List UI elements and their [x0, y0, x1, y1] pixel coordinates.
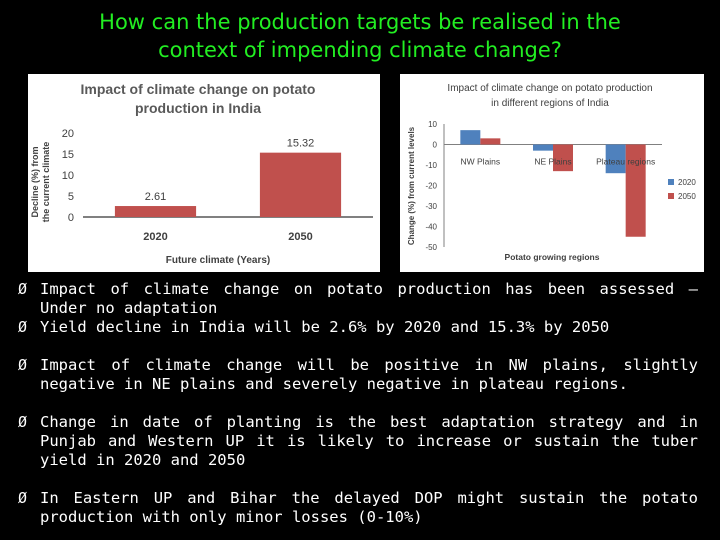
chart2-bar-2020	[460, 130, 481, 145]
bullet-text: Impact of climate change on potato produ…	[40, 280, 698, 317]
chart1-y-tick-label: 15	[62, 149, 74, 161]
chart2-legend-label: 2020	[678, 178, 696, 187]
chart2-x-tick-label: NE Plains	[534, 157, 571, 167]
bullet-arrow-icon: Ø	[18, 280, 28, 298]
bullet-arrow-icon: Ø	[18, 318, 28, 336]
chart1-bar	[114, 206, 197, 217]
chart2-y-tick-label: -40	[425, 223, 437, 232]
bullet-text: Impact of climate change will be positiv…	[40, 356, 698, 393]
chart2-bar-2050	[625, 144, 646, 237]
chart1-xlabel: Future climate (Years)	[166, 255, 270, 266]
chart1-y-tick-label: 20	[62, 128, 74, 140]
bullet-list: Ø Impact of climate change on potato pro…	[18, 280, 698, 527]
chart2-y-tick-label: -30	[425, 202, 437, 211]
chart2-y-tick-label: 10	[428, 120, 437, 129]
national-impact-chart: Impact of climate change on potato produ…	[28, 74, 380, 272]
bullet-item: Ø Change in date of planting is the best…	[18, 413, 698, 470]
chart2-title-line-1: Impact of climate change on potato produ…	[447, 83, 652, 94]
chart2-y-tick-label: -10	[425, 161, 437, 170]
bullet-text: Yield decline in India will be 2.6% by 2…	[40, 318, 610, 336]
chart2-legend-label: 2050	[678, 192, 696, 201]
chart2-x-tick-label: Plateau regions	[596, 157, 655, 167]
bullet-item: Ø In Eastern UP and Bihar the delayed DO…	[18, 489, 698, 527]
bullet-item: Ø Yield decline in India will be 2.6% by…	[18, 318, 698, 337]
chart1-y-tick-label: 5	[68, 191, 74, 203]
chart2-bar-2050	[553, 144, 573, 172]
chart2-bar-2050	[480, 138, 501, 145]
chart2-ylabel: Change (%) from current levels	[407, 126, 416, 245]
chart1-data-label: 15.32	[287, 138, 315, 150]
chart1-x-tick-label: 2050	[288, 231, 312, 243]
chart1-title-line-1: Impact of climate change on potato	[81, 81, 316, 97]
bullet-item: Ø Impact of climate change on potato pro…	[18, 280, 698, 318]
chart2-xlabel: Potato growing regions	[505, 252, 600, 262]
slide-title: How can the production targets be realis…	[0, 8, 720, 64]
regional-impact-chart: Impact of climate change on potato produ…	[400, 74, 704, 272]
chart2-bar-2020	[605, 144, 626, 174]
slide-title-line-1: How can the production targets be realis…	[99, 10, 621, 34]
chart2-legend-swatch	[668, 193, 674, 199]
bullet-item: Ø Impact of climate change will be posit…	[18, 356, 698, 394]
bullet-arrow-icon: Ø	[18, 413, 28, 431]
chart1-data-label: 2.61	[145, 191, 166, 203]
chart2-y-tick-label: -20	[425, 182, 437, 191]
chart1-x-tick-label: 2020	[143, 231, 167, 243]
chart1-bar	[259, 152, 342, 217]
bullet-text: In Eastern UP and Bihar the delayed DOP …	[40, 489, 698, 526]
chart1-y-tick-label: 10	[62, 170, 74, 182]
chart2-bar-2020	[533, 144, 553, 151]
chart2-y-tick-label: -50	[425, 243, 437, 252]
chart1-title-line-2: production in India	[135, 100, 261, 116]
chart1-ylabel-line-1: Decline (%) from	[30, 146, 40, 217]
chart2-legend-swatch	[668, 179, 674, 185]
chart2-y-tick-label: 0	[433, 141, 438, 150]
bullet-text: Change in date of planting is the best a…	[40, 413, 698, 469]
regional-impact-chart-svg: Impact of climate change on potato produ…	[407, 83, 696, 262]
chart2-x-tick-label: NW Plains	[460, 157, 500, 167]
chart1-y-tick-label: 0	[68, 212, 74, 224]
bullet-arrow-icon: Ø	[18, 356, 28, 374]
national-impact-chart-svg: Impact of climate change on potato produ…	[30, 81, 373, 266]
chart2-title-line-2: in different regions of India	[491, 98, 609, 109]
bullet-arrow-icon: Ø	[18, 489, 28, 507]
chart1-ylabel-line-2: the current climate	[41, 142, 51, 223]
slide-title-line-2: context of impending climate change?	[158, 38, 562, 62]
